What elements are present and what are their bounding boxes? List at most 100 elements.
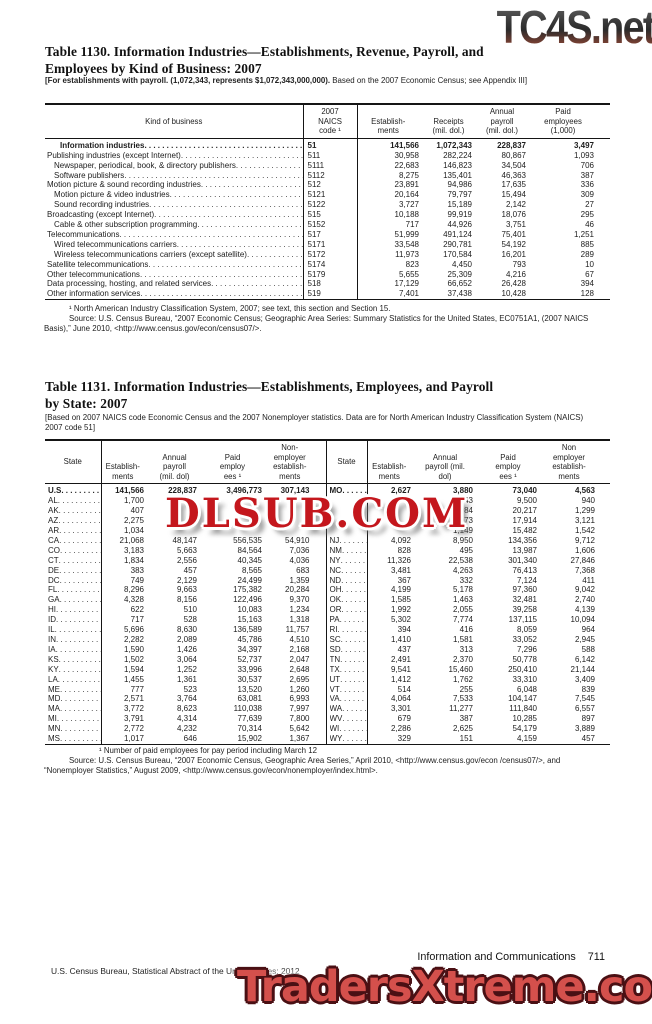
value-cell: 11,757 — [285, 625, 310, 635]
value-cell: 141,566 — [356, 138, 425, 151]
dot-leader — [58, 496, 101, 506]
naics-code-cell: 5171 — [302, 239, 357, 250]
value-cell: 110,038 — [233, 704, 262, 714]
value-cell: 111,840 — [509, 704, 537, 714]
naics-code-cell: 517 — [302, 229, 357, 240]
value-cell: 332 — [459, 575, 473, 585]
value-cell: 2,556 — [176, 555, 197, 565]
value-cell: 46 — [585, 220, 594, 230]
dot-leader — [60, 595, 101, 605]
naics-code-cell: 51 — [302, 138, 357, 151]
value-cell: 8,275 — [356, 170, 425, 181]
dot-leader — [57, 585, 100, 595]
value-cell: 11,326 — [366, 555, 417, 566]
value-cell: 75,401 — [501, 229, 526, 239]
naics-code-cell: 5111 — [302, 160, 357, 171]
value-cell: 4,139 — [574, 605, 595, 615]
col-header-paid-employees: Paid employees (1,000) — [544, 107, 582, 136]
state-cell: IL — [45, 625, 101, 635]
value-cell: 8,623 — [176, 704, 197, 714]
value-cell: 828 — [366, 545, 417, 556]
value-cell: 146,823 — [443, 160, 472, 170]
value-cell: 128 — [580, 289, 594, 299]
value-cell: 588 — [581, 644, 595, 654]
table-1130-footnote: ¹ North American Industry Classification… — [69, 304, 391, 313]
state-cell: OK — [325, 595, 367, 606]
kind-of-business-cell: Data processing, hosting, and related se… — [45, 279, 303, 289]
dot-leader — [342, 704, 366, 714]
value-cell: 18,076 — [501, 210, 526, 220]
state-cell: KS — [45, 655, 101, 665]
table-row: LA1,455 1,361 30,537 2,695 UT1,412 1,762 33,31… — [45, 674, 610, 685]
value-cell: 528 — [183, 615, 197, 625]
value-cell: 23,891 — [356, 180, 425, 191]
state-cell: ME — [45, 685, 101, 695]
page-header-line: Information and Communications 711 — [45, 951, 605, 963]
value-cell: 20,164 — [356, 190, 425, 201]
state-cell: MN — [45, 724, 101, 734]
value-cell: 1,463 — [452, 595, 473, 605]
dot-leader — [140, 289, 302, 299]
table-row: Sound recording industries51223,727 15,18… — [45, 200, 610, 211]
value-cell: 6,048 — [516, 684, 537, 694]
state-cell — [325, 516, 367, 526]
dot-leader — [177, 240, 303, 250]
state-cell: WV — [325, 714, 367, 725]
table-1130-body: Information industries51141,566 1,072,343… — [45, 138, 610, 300]
value-cell: 7,036 — [289, 545, 310, 555]
table-row: Telecommunications51751,999 491,124 75,401… — [45, 229, 610, 240]
value-cell: 135,401 — [443, 170, 472, 180]
value-cell: 77,639 — [237, 714, 262, 724]
value-cell: 3,496,773 — [226, 486, 262, 496]
dot-leader — [181, 151, 303, 161]
value-cell: 255 — [459, 684, 473, 694]
dot-leader — [60, 576, 101, 586]
value-cell: 3,772 — [100, 704, 152, 715]
value-cell: 1,299 — [574, 506, 595, 516]
value-cell: 495 — [459, 545, 473, 555]
value-cell: 79,797 — [447, 190, 472, 200]
value-cell: 54,192 — [501, 239, 526, 249]
dot-leader — [149, 200, 302, 210]
col-header-annual-payroll: Annual payroll (mil. dol.) — [485, 107, 519, 136]
value-cell: 73,040 — [512, 486, 537, 496]
naics-code-cell: 518 — [302, 279, 357, 290]
value-cell: 1,542 — [574, 526, 595, 535]
value-cell: 2,142 — [505, 200, 526, 210]
value-cell: 3,301 — [366, 704, 417, 715]
dot-leader — [341, 556, 367, 566]
dot-leader — [211, 279, 302, 289]
value-cell: 6,142 — [574, 654, 595, 664]
table-row: ID717 528 15,163 1,318 PA5,302 7,774 137,115 10… — [45, 615, 610, 626]
kind-of-business-cell: Software publishers — [45, 171, 303, 181]
value-cell: 383 — [100, 565, 152, 576]
col-header-payroll-right: Annual payroll (mil. dol) — [425, 452, 465, 481]
watermark-tradersxtreme: TradersXtreme.com — [237, 962, 652, 1012]
state-cell — [325, 506, 367, 517]
value-cell: 7,533 — [452, 694, 473, 704]
value-cell: 2,370 — [452, 654, 473, 664]
table-row: FL8,296 9,663 175,382 20,284 OH4,199 5,178 97,… — [45, 585, 610, 596]
value-cell: 4,216 — [505, 269, 526, 279]
watermark-tc4s: TC4S.net — [496, 1, 652, 53]
value-cell: 897 — [581, 714, 595, 724]
value-cell: 2,571 — [100, 694, 152, 705]
value-cell: 22,683 — [356, 160, 425, 171]
dot-leader — [339, 724, 366, 734]
dot-leader — [154, 210, 302, 220]
value-cell: 622 — [100, 605, 152, 616]
value-cell: 94,986 — [447, 180, 472, 190]
table-row: Wired telecommunications carriers517133,… — [45, 239, 610, 250]
value-cell: 4,199 — [366, 585, 417, 596]
value-cell: 3,764 — [176, 694, 197, 704]
value-cell: 3,751 — [505, 220, 526, 230]
dot-leader — [148, 260, 302, 270]
value-cell: 3,791 — [100, 714, 152, 725]
state-cell: VA — [325, 694, 367, 705]
table-1131-source: Source: U.S. Census Bureau, “2007 Econom… — [44, 756, 561, 775]
value-cell: 13,520 — [237, 684, 262, 694]
value-cell: 15,902 — [237, 734, 262, 744]
value-cell: 2,740 — [574, 595, 595, 605]
kind-of-business-cell: Sound recording industries — [45, 200, 303, 210]
dot-leader — [119, 230, 302, 240]
